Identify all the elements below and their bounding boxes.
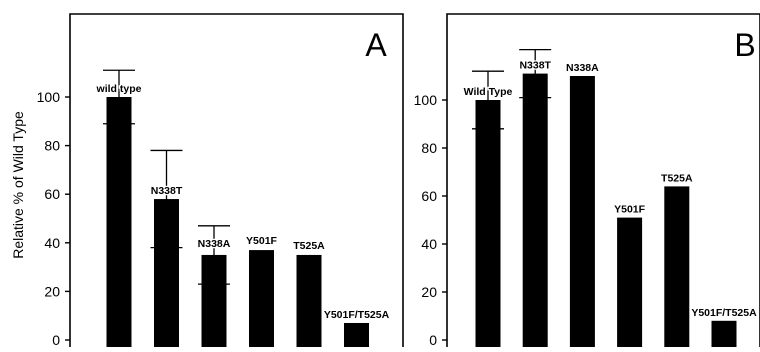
bar-label: N338A [566, 62, 599, 74]
bar [522, 73, 548, 348]
y-tick-label: 40 [421, 236, 437, 252]
y-tick-label: 100 [414, 92, 438, 108]
bar [344, 322, 369, 348]
bar [569, 76, 595, 348]
bar [711, 320, 737, 348]
bar [249, 250, 274, 348]
y-tick-label: 100 [37, 89, 61, 105]
chart-panel-a: A 0 20 40 60 80 100 wild type N338T N338A Y501F T52… [37, 13, 404, 348]
bar [617, 217, 643, 348]
bar-label: Y501F/T525A [324, 309, 390, 321]
bar-label: wild type [96, 83, 142, 95]
bar-label: N338A [198, 238, 231, 250]
chart-panel-b: B 0 20 40 60 80 100 Wild Type N338T N338A Y501F T52… [414, 13, 760, 348]
bar [664, 186, 690, 348]
y-tick-label: 60 [44, 186, 60, 202]
bar-label: Y501F [246, 235, 278, 247]
y-tick-label: 20 [421, 284, 437, 300]
bar-label: T525A [293, 240, 325, 252]
bar [106, 97, 132, 348]
plot-frame [446, 13, 760, 347]
bar-label: N338T [151, 185, 183, 197]
y-tick-label: 80 [44, 138, 60, 154]
y-tick-label: 0 [429, 332, 437, 347]
bar-label: T525A [661, 172, 693, 184]
bar [296, 254, 322, 348]
bar-label: N338T [519, 60, 551, 72]
bar-label: Y501F/T525A [691, 307, 757, 319]
bar [475, 100, 501, 348]
bar-label: Y501F [614, 204, 646, 216]
bar-label: Wild Type [464, 86, 513, 98]
plot-frame [69, 13, 404, 347]
y-tick-label: 20 [44, 283, 60, 299]
y-axis-label: Relative % of Wild Type [10, 111, 26, 259]
y-tick-label: 0 [52, 332, 60, 347]
y-tick-label: 80 [421, 140, 437, 156]
y-tick-label: 40 [44, 235, 60, 251]
panel-letter: B [734, 27, 755, 63]
y-tick-label: 60 [421, 188, 437, 204]
panel-letter: A [365, 27, 387, 63]
